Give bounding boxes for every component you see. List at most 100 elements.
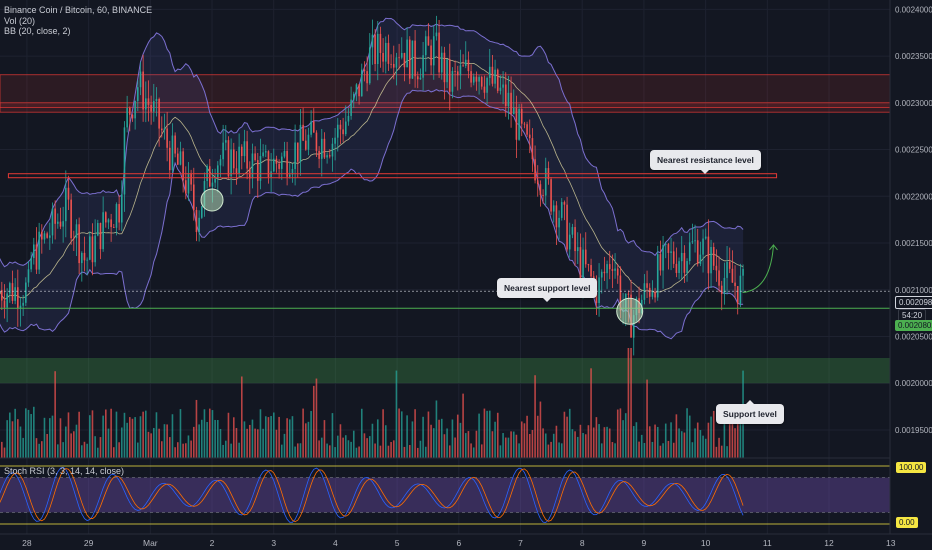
candle-body bbox=[566, 204, 568, 250]
candle-body bbox=[291, 169, 294, 175]
volume-bar bbox=[608, 428, 611, 458]
candle-body bbox=[150, 104, 152, 112]
candle-body bbox=[208, 166, 211, 187]
candle-body bbox=[648, 287, 651, 297]
volume-bar bbox=[720, 445, 723, 458]
volume-bar bbox=[462, 393, 464, 458]
candle-body bbox=[41, 231, 43, 240]
legend-stoch[interactable]: Stoch RSI (3, 3, 14, 14, close) bbox=[4, 466, 125, 476]
volume-bar bbox=[622, 420, 624, 458]
volume-bar bbox=[576, 436, 579, 458]
candle-body bbox=[587, 264, 590, 266]
candle-body bbox=[81, 252, 83, 264]
candle-body bbox=[326, 155, 328, 158]
candle-body bbox=[563, 202, 566, 205]
volume-bar bbox=[352, 430, 355, 458]
candle-body bbox=[526, 124, 528, 135]
volume-bar bbox=[696, 422, 699, 458]
volume-bar bbox=[331, 413, 334, 458]
volume-bar bbox=[288, 419, 291, 458]
stoch-d-line bbox=[0, 468, 744, 523]
volume-bar bbox=[592, 427, 595, 458]
support-level-callout[interactable]: Support level bbox=[716, 400, 784, 424]
time-tick-label: 9 bbox=[642, 538, 647, 548]
candle-body bbox=[94, 235, 96, 263]
candle-body bbox=[582, 249, 584, 281]
volume-bar bbox=[414, 409, 416, 458]
candle-body bbox=[97, 223, 99, 236]
candle-body bbox=[616, 268, 619, 276]
candle-body bbox=[99, 223, 102, 250]
volume-bar bbox=[502, 433, 504, 458]
candle-body bbox=[411, 40, 414, 79]
candle-body bbox=[3, 300, 6, 308]
candle-body bbox=[128, 107, 131, 115]
candle-body bbox=[176, 153, 179, 165]
candle-body bbox=[659, 254, 662, 271]
candle-body bbox=[105, 212, 107, 223]
legend-bb[interactable]: BB (20, close, 2) bbox=[4, 26, 71, 36]
candle-body bbox=[603, 271, 606, 274]
candle-body bbox=[262, 152, 264, 157]
candle-body bbox=[742, 268, 744, 276]
candle-body bbox=[531, 138, 534, 160]
volume-bar bbox=[214, 419, 216, 458]
volume-bar bbox=[299, 443, 302, 458]
volume-bar bbox=[488, 410, 491, 458]
candle-body bbox=[611, 269, 614, 271]
volume-bar bbox=[672, 442, 675, 458]
volume-bar bbox=[579, 424, 582, 458]
volume-bar bbox=[240, 376, 243, 458]
volume-bar bbox=[246, 428, 248, 458]
candle-body bbox=[155, 98, 158, 102]
candle-body bbox=[14, 287, 16, 301]
volume-bar bbox=[192, 426, 195, 458]
volume-bar bbox=[515, 434, 518, 458]
legend-vol[interactable]: Vol (20) bbox=[4, 15, 36, 26]
price-tick-label: 0.0020500 bbox=[895, 332, 932, 341]
volume-bar bbox=[390, 442, 392, 458]
volume-bar bbox=[491, 431, 494, 458]
candle-body bbox=[427, 36, 430, 46]
candle-body bbox=[232, 149, 235, 169]
volume-bar bbox=[470, 443, 472, 458]
volume-bar bbox=[424, 446, 427, 458]
time-tick-label: 13 bbox=[886, 538, 896, 548]
candle-body bbox=[384, 42, 387, 62]
candle-body bbox=[51, 208, 54, 236]
volume-bar bbox=[422, 416, 424, 458]
volume-bar bbox=[227, 412, 230, 458]
time-tick-label: 11 bbox=[763, 538, 772, 548]
volume-bar bbox=[344, 435, 347, 458]
volume-bar bbox=[6, 420, 8, 458]
candle-body bbox=[302, 124, 304, 141]
support-callout[interactable]: Nearest support level bbox=[497, 278, 598, 302]
volume-bar bbox=[238, 442, 240, 458]
legend-symbol[interactable]: Binance Coin / Bitcoin, 60, BINANCE bbox=[4, 5, 153, 15]
candle-body bbox=[360, 69, 363, 97]
volume-bar bbox=[552, 433, 555, 458]
volume-bar bbox=[432, 428, 435, 458]
volume-bar bbox=[243, 421, 246, 458]
volume-bar bbox=[480, 444, 483, 458]
candle-body bbox=[131, 114, 134, 119]
volume-bar bbox=[478, 413, 480, 458]
volume-bar bbox=[283, 433, 286, 458]
volume-bar bbox=[726, 446, 728, 458]
bounce-circle-1 bbox=[200, 188, 224, 212]
candle-body bbox=[712, 247, 715, 266]
volume-bar bbox=[736, 409, 739, 458]
volume-bar bbox=[256, 429, 259, 458]
resistance-callout[interactable]: Nearest resistance level bbox=[650, 150, 761, 174]
volume-bar bbox=[208, 408, 211, 458]
volume-bar bbox=[664, 423, 667, 458]
price-tick-label: 0.0022500 bbox=[895, 146, 932, 155]
volume-bar bbox=[272, 412, 275, 458]
candle-body bbox=[224, 140, 227, 143]
price-tick-label: 0.0023000 bbox=[895, 99, 932, 108]
levels bbox=[0, 173, 890, 325]
volume-bar bbox=[614, 443, 616, 458]
volume-bar bbox=[320, 437, 323, 458]
candle-body bbox=[91, 236, 94, 263]
